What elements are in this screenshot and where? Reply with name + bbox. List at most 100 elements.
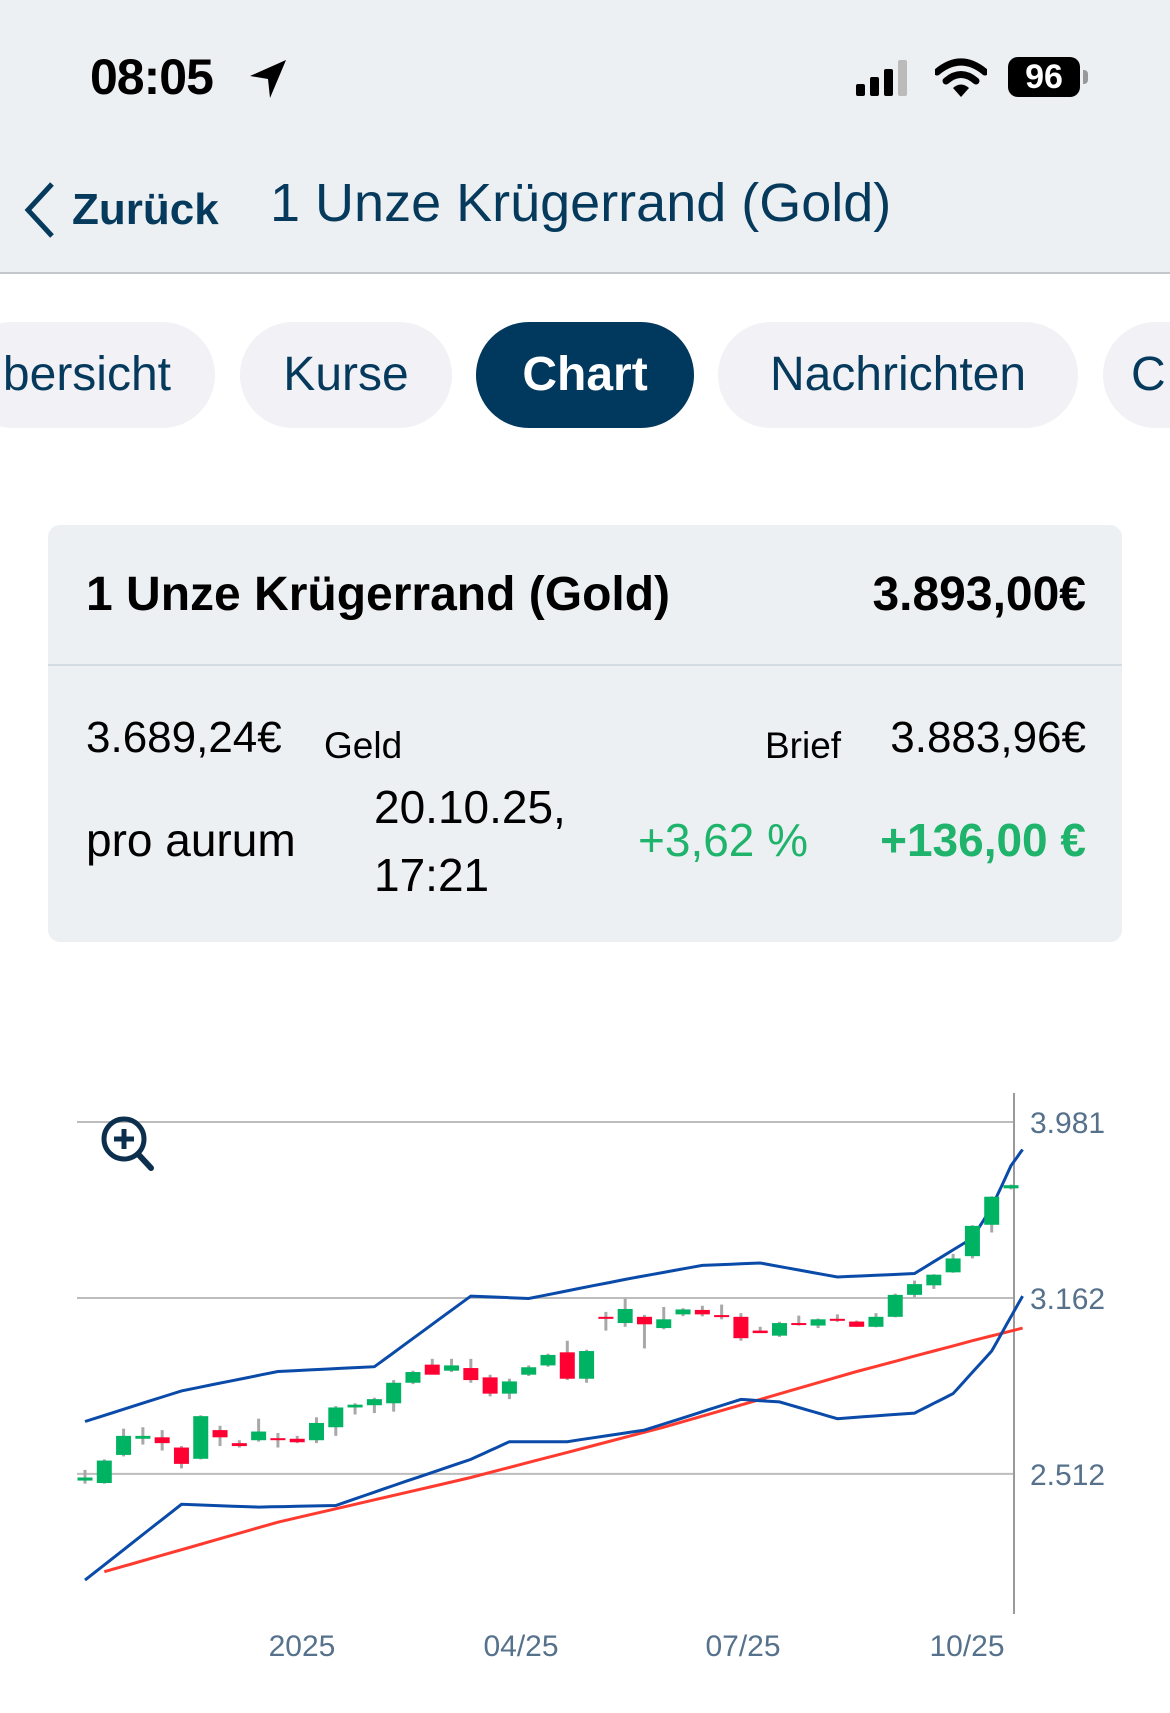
candle	[829, 1314, 845, 1322]
candle-body-up	[1003, 1185, 1019, 1189]
candle	[752, 1326, 768, 1334]
tab-label: Kurse	[283, 348, 409, 401]
quote-time: 17:21	[374, 849, 490, 901]
navigation-header	[0, 0, 1170, 274]
candle	[964, 1225, 980, 1259]
candle-body-up	[366, 1399, 382, 1406]
candle-body-down	[173, 1447, 189, 1464]
candle	[173, 1446, 189, 1469]
candle	[926, 1274, 942, 1289]
candle-body-down	[694, 1309, 710, 1315]
candle-body-up	[444, 1365, 460, 1371]
back-label: Zurück	[72, 185, 219, 234]
candle-body-down	[598, 1316, 614, 1319]
candle	[714, 1304, 730, 1320]
candle-body-down	[270, 1438, 286, 1441]
tab-uebersicht[interactable]: Übersicht	[0, 322, 215, 428]
candle	[810, 1318, 826, 1329]
candle-body-down	[212, 1430, 228, 1438]
candle	[945, 1253, 961, 1273]
quote-source: pro aurum	[86, 814, 296, 866]
page-title: 1 Unze Krügerrand (Gold)	[270, 173, 892, 233]
candle	[501, 1378, 517, 1400]
candle	[694, 1305, 710, 1317]
candle	[675, 1308, 691, 1317]
ask-label: Brief	[765, 725, 842, 766]
zoom-in-icon[interactable]	[101, 1116, 154, 1171]
candle	[77, 1469, 93, 1484]
status-time: 08:05	[90, 49, 214, 105]
candle-body-down	[714, 1315, 730, 1318]
candle-body-up	[386, 1382, 402, 1404]
candle	[424, 1358, 440, 1375]
candle	[193, 1415, 209, 1460]
candle-body-up	[405, 1372, 421, 1383]
candle	[212, 1425, 228, 1447]
candle-body-down	[829, 1318, 845, 1321]
candle-body-up	[656, 1319, 672, 1329]
candle	[463, 1358, 479, 1383]
candle	[328, 1406, 344, 1436]
candle-body-down	[791, 1323, 807, 1326]
candle-body-up	[675, 1309, 691, 1315]
price-chart[interactable]: 3.981 3.162 2.512 2025 04/25 07/25 10/25	[0, 1080, 1170, 1713]
candle	[482, 1374, 498, 1397]
candle	[270, 1432, 286, 1448]
tab-label: Übersicht	[0, 348, 171, 401]
candle-body-down	[849, 1321, 865, 1327]
candle-body-up	[347, 1404, 363, 1408]
candle	[521, 1365, 537, 1377]
candle-body-up	[328, 1407, 344, 1428]
candle	[617, 1298, 633, 1327]
candle-body-down	[424, 1364, 440, 1375]
y-tick-label: 3.162	[1030, 1283, 1105, 1316]
candle-body-up	[193, 1416, 209, 1459]
candle	[116, 1428, 132, 1457]
chevron-left-icon	[24, 182, 54, 238]
battery-icon: 96	[1008, 57, 1080, 97]
candle-body-down	[154, 1437, 170, 1444]
tab-label: Chart	[522, 348, 648, 401]
tab-label: Nachrichten	[769, 348, 1027, 401]
tab-chart[interactable]: Chart	[476, 322, 694, 428]
tab-label: C	[1131, 348, 1166, 401]
tab-more[interactable]: C	[1103, 322, 1170, 428]
lower-bollinger-band	[84, 1295, 1024, 1582]
candle	[154, 1430, 170, 1451]
candle-body-up	[579, 1351, 595, 1379]
x-tick-label: 10/25	[929, 1630, 1004, 1663]
candle	[868, 1313, 884, 1328]
wifi-icon	[935, 58, 987, 97]
candle-body-down	[231, 1443, 247, 1447]
candle-body-down	[289, 1438, 305, 1443]
candle	[733, 1313, 749, 1341]
tab-nachrichten[interactable]: Nachrichten	[718, 322, 1078, 428]
candle-body-up	[617, 1308, 633, 1324]
candle	[405, 1370, 421, 1385]
candle-body-up	[501, 1381, 517, 1394]
candle	[347, 1403, 363, 1415]
candle	[289, 1435, 305, 1444]
moving-average-line	[103, 1326, 1023, 1574]
battery-tip	[1083, 70, 1088, 84]
divider	[48, 664, 1122, 666]
back-button[interactable]: Zurück	[22, 180, 219, 240]
tab-kurse[interactable]: Kurse	[240, 322, 452, 428]
candle	[579, 1349, 595, 1383]
candle-body-up	[772, 1323, 787, 1336]
ask-value: 3.883,96€	[890, 713, 1086, 762]
candle-body-up	[887, 1294, 903, 1317]
quote-name: 1 Unze Krügerrand (Gold)	[86, 568, 671, 621]
candle-body-down	[636, 1316, 652, 1325]
x-tick-label: 04/25	[483, 1630, 558, 1663]
candle	[96, 1459, 112, 1484]
candle	[791, 1315, 807, 1326]
x-tick-label: 07/25	[705, 1630, 780, 1663]
candle-body-up	[810, 1319, 826, 1326]
candle	[540, 1353, 556, 1367]
candle	[231, 1440, 247, 1448]
candle	[1003, 1184, 1019, 1190]
candle	[366, 1397, 382, 1414]
candle-body-down	[733, 1316, 749, 1339]
candle	[559, 1340, 575, 1381]
